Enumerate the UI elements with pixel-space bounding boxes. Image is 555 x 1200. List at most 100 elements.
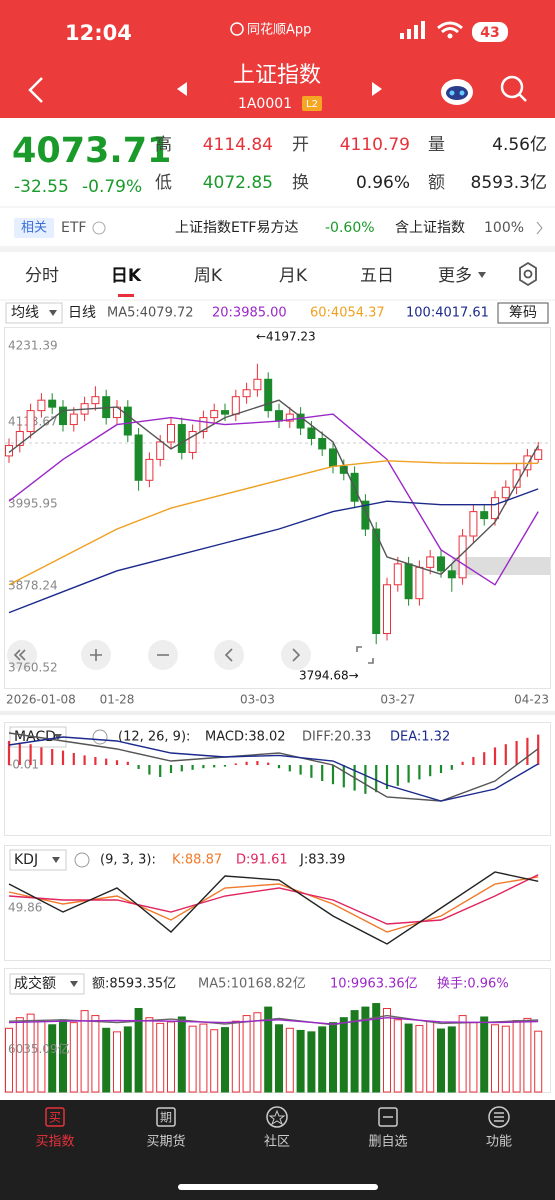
- nav-item[interactable]: 社区: [264, 1106, 290, 1150]
- field-label: 量: [428, 135, 445, 155]
- tab[interactable]: 分时: [25, 266, 59, 286]
- volume-bar: [339, 1017, 348, 1093]
- back-button[interactable]: [28, 77, 43, 103]
- candle-body: [15, 431, 24, 446]
- info-icon[interactable]: [92, 729, 108, 745]
- series-line: [8, 876, 539, 933]
- volume-bar: [329, 1022, 337, 1093]
- fullscreen-button[interactable]: [356, 646, 374, 664]
- tab[interactable]: 月K: [279, 266, 308, 286]
- chips-label[interactable]: 筹码: [509, 304, 537, 321]
- step-left-button[interactable]: [214, 640, 244, 670]
- candle-body: [372, 528, 381, 635]
- candle-body: [231, 396, 240, 415]
- info-icon[interactable]: [92, 221, 106, 235]
- chips-button[interactable]: [497, 302, 549, 324]
- volume-bar: [210, 1029, 219, 1093]
- candle-body: [404, 563, 413, 600]
- nav-icon: [488, 1106, 510, 1128]
- indicator[interactable]: 均线: [11, 305, 39, 321]
- etf-name[interactable]: 上证指数ETF易方达: [175, 220, 298, 236]
- nav-item[interactable]: 期 买期货: [146, 1107, 186, 1150]
- volume-bar: [113, 1031, 121, 1093]
- volume-bar: [372, 1003, 381, 1093]
- indicator-box[interactable]: [9, 973, 85, 995]
- price-change-pct: -0.79%: [82, 177, 142, 197]
- nav-icon: [266, 1106, 288, 1128]
- field-label: 低: [155, 173, 172, 193]
- candle-body: [145, 458, 154, 481]
- battery-level: 43: [480, 25, 499, 41]
- indicator-box[interactable]: [5, 302, 63, 324]
- shift-left-button[interactable]: [7, 640, 37, 670]
- level-text: L2: [306, 99, 318, 110]
- field-value: 8593.3亿: [471, 173, 547, 193]
- price-change: -32.55: [14, 177, 69, 197]
- dropdown-arrow: [478, 272, 486, 278]
- period: 日线: [68, 305, 96, 321]
- nav-item[interactable]: 删自选: [368, 1107, 408, 1150]
- nav-icon-text: 买: [49, 1111, 61, 1125]
- level-badge: [302, 96, 322, 111]
- volume-bar: [491, 1024, 499, 1093]
- info-icon[interactable]: [74, 852, 90, 868]
- volume-bar: [188, 1025, 197, 1093]
- nav-bg: [0, 1100, 555, 1200]
- nav-label: 买指数: [35, 1135, 74, 1150]
- series-line: [8, 1014, 539, 1026]
- step-right-button[interactable]: [281, 640, 311, 670]
- icon: [224, 648, 233, 662]
- volume-bar: [426, 1020, 435, 1093]
- volume-bar: [383, 1007, 391, 1093]
- stock-code: 1A0001: [238, 96, 292, 112]
- legend-item: DIFF:20.33: [302, 730, 371, 745]
- volume-bar: [221, 1027, 229, 1093]
- candle-body: [285, 413, 294, 422]
- y-tick-label: 3995.95: [8, 497, 58, 511]
- volume-bar: [437, 1028, 445, 1093]
- nav-label: 买期货: [146, 1134, 185, 1150]
- volume-bar: [156, 1022, 165, 1093]
- field-value: 0.96%: [356, 173, 410, 193]
- settings-icon[interactable]: [519, 261, 537, 287]
- indicator-box[interactable]: [9, 849, 67, 871]
- turnover: 换手:0.96%: [437, 977, 509, 992]
- kdj-title[interactable]: KDJ: [14, 852, 38, 868]
- etf-chevron[interactable]: [536, 221, 543, 235]
- search-icon[interactable]: [500, 75, 527, 102]
- tab[interactable]: 更多: [438, 266, 472, 286]
- volume-title[interactable]: 成交额: [14, 975, 56, 992]
- tab[interactable]: 五日: [360, 266, 394, 286]
- candle-body: [393, 563, 402, 586]
- tab[interactable]: 周K: [194, 266, 223, 286]
- candle-body: [469, 511, 478, 537]
- x-tick-label: 2026-01-08: [6, 693, 76, 707]
- x-tick-label: 01-28: [100, 693, 135, 707]
- nav-item[interactable]: 功能: [486, 1106, 512, 1150]
- macd-value: MACD:38.02: [205, 730, 286, 745]
- last-price: 4073.71: [12, 131, 171, 171]
- legend-item: 10:9963.36亿: [330, 977, 418, 992]
- field-value: 4072.85: [203, 173, 273, 193]
- prev-button[interactable]: [177, 82, 187, 96]
- volume-bar: [134, 1007, 143, 1093]
- candle-body: [37, 399, 46, 412]
- robot-icon[interactable]: [441, 79, 473, 105]
- candle-body: [491, 497, 499, 520]
- candle-body: [296, 413, 305, 429]
- legend-item: K:88.87: [172, 853, 222, 868]
- volume-bar: [469, 1022, 478, 1093]
- volume-bar: [523, 1017, 532, 1093]
- series-line: [8, 460, 539, 586]
- volume-bar: [102, 1027, 111, 1093]
- candle-body: [275, 410, 283, 422]
- next-button[interactable]: [372, 82, 382, 96]
- series-line: [8, 1016, 539, 1025]
- nav-item[interactable]: 买 买指数: [35, 1107, 75, 1150]
- dropdown-arrow: [70, 981, 78, 987]
- volume-bar: [275, 1024, 283, 1093]
- series-line: [8, 399, 539, 576]
- tab-active[interactable]: 日K: [111, 266, 142, 286]
- volume-bar: [264, 1006, 273, 1093]
